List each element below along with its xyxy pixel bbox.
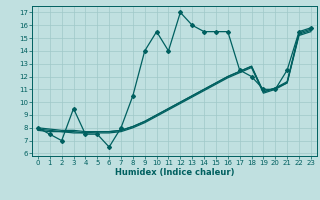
X-axis label: Humidex (Indice chaleur): Humidex (Indice chaleur) <box>115 168 234 177</box>
